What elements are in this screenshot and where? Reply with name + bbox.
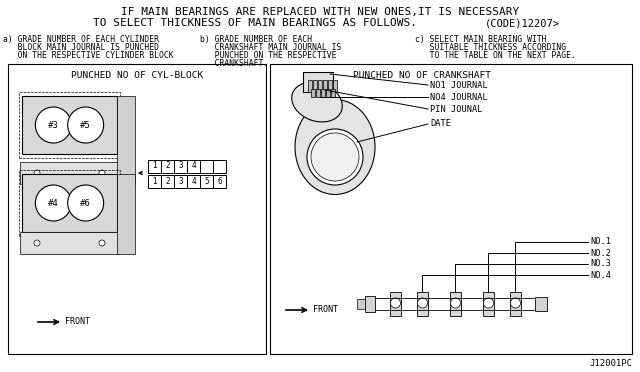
- Text: 1: 1: [152, 161, 157, 170]
- Bar: [19, 92, 120, 158]
- Bar: [174, 160, 187, 173]
- Bar: [313, 80, 317, 92]
- Text: 6: 6: [217, 176, 222, 186]
- Text: 5: 5: [204, 176, 209, 186]
- Bar: [161, 160, 174, 173]
- Bar: [357, 299, 365, 309]
- Circle shape: [35, 107, 71, 143]
- Bar: [311, 89, 315, 97]
- Ellipse shape: [295, 99, 375, 195]
- Text: J12001PC: J12001PC: [589, 359, 632, 368]
- Bar: [187, 160, 200, 173]
- Text: FRONT: FRONT: [313, 305, 338, 314]
- Text: a) GRADE NUMBER OF EACH CYLINDER: a) GRADE NUMBER OF EACH CYLINDER: [3, 35, 159, 44]
- Bar: [19, 170, 120, 236]
- Bar: [161, 174, 174, 187]
- Circle shape: [390, 298, 401, 308]
- Bar: [8, 64, 266, 354]
- Circle shape: [451, 298, 461, 308]
- Circle shape: [68, 107, 104, 143]
- Bar: [20, 232, 119, 254]
- Bar: [417, 292, 428, 316]
- Text: NO1 JOURNAL: NO1 JOURNAL: [430, 80, 488, 90]
- Bar: [200, 160, 213, 173]
- Text: 1: 1: [152, 176, 157, 186]
- Bar: [213, 174, 226, 187]
- Text: CRANKSHAFT.: CRANKSHAFT.: [200, 59, 268, 68]
- Text: TO THE TABLE ON THE NEXT PAGE.: TO THE TABLE ON THE NEXT PAGE.: [415, 51, 576, 60]
- Bar: [326, 89, 330, 97]
- Text: PUNCHED ON THE RESPECTIVE: PUNCHED ON THE RESPECTIVE: [200, 51, 337, 60]
- Text: 3: 3: [178, 161, 183, 170]
- Circle shape: [417, 298, 428, 308]
- Bar: [365, 296, 375, 312]
- Text: #6: #6: [80, 199, 91, 208]
- Text: 4: 4: [191, 161, 196, 170]
- Text: BLOCK MAIN JOURNAL IS PUNCHED: BLOCK MAIN JOURNAL IS PUNCHED: [3, 43, 159, 52]
- Text: 2: 2: [165, 176, 170, 186]
- Text: c) SELECT MAIN BEARING WITH: c) SELECT MAIN BEARING WITH: [415, 35, 547, 44]
- Text: NO.4: NO.4: [590, 270, 611, 279]
- Circle shape: [483, 298, 493, 308]
- Bar: [22, 96, 117, 154]
- Text: DATE: DATE: [430, 119, 451, 128]
- Bar: [316, 89, 320, 97]
- Circle shape: [68, 185, 104, 221]
- Text: SUITABLE THICKNESS ACCORDING: SUITABLE THICKNESS ACCORDING: [415, 43, 566, 52]
- Text: NO.1: NO.1: [590, 237, 611, 247]
- Text: 2: 2: [165, 161, 170, 170]
- Bar: [328, 80, 332, 92]
- Bar: [303, 72, 333, 92]
- Bar: [148, 160, 161, 173]
- Text: IF MAIN BEARINGS ARE REPLACED WITH NEW ONES,IT IS NECESSARY: IF MAIN BEARINGS ARE REPLACED WITH NEW O…: [121, 7, 519, 17]
- Bar: [174, 174, 187, 187]
- Bar: [148, 174, 161, 187]
- Text: PUNCHED NO OF CYL-BLOCK: PUNCHED NO OF CYL-BLOCK: [71, 71, 203, 80]
- Bar: [321, 89, 325, 97]
- Circle shape: [307, 129, 363, 185]
- Bar: [200, 174, 213, 187]
- Bar: [187, 174, 200, 187]
- Text: NO4 JOURNAL: NO4 JOURNAL: [430, 93, 488, 102]
- Ellipse shape: [292, 82, 342, 122]
- Bar: [331, 89, 335, 97]
- Bar: [213, 160, 226, 173]
- Text: NO.3: NO.3: [590, 260, 611, 269]
- Circle shape: [99, 170, 105, 176]
- Text: ON THE RESPECTIVE CYLINDER BLOCK: ON THE RESPECTIVE CYLINDER BLOCK: [3, 51, 173, 60]
- Circle shape: [99, 240, 105, 246]
- Circle shape: [34, 170, 40, 176]
- Bar: [270, 64, 632, 354]
- Text: #4: #4: [48, 199, 59, 208]
- Bar: [117, 174, 135, 254]
- Bar: [22, 174, 117, 232]
- Bar: [483, 292, 494, 316]
- Circle shape: [511, 298, 520, 308]
- Text: PIN JOUNAL: PIN JOUNAL: [430, 105, 483, 113]
- Bar: [333, 80, 337, 92]
- Text: b) GRADE NUMBER OF EACH: b) GRADE NUMBER OF EACH: [200, 35, 312, 44]
- Bar: [308, 80, 312, 92]
- Text: #5: #5: [80, 121, 91, 129]
- Circle shape: [35, 185, 71, 221]
- Text: NO.2: NO.2: [590, 248, 611, 257]
- Text: TO SELECT THICKNESS OF MAIN BEARINGS AS FOLLOWS.: TO SELECT THICKNESS OF MAIN BEARINGS AS …: [93, 18, 417, 28]
- Text: #3: #3: [48, 121, 59, 129]
- Bar: [318, 80, 322, 92]
- Circle shape: [311, 133, 359, 181]
- Text: 4: 4: [191, 176, 196, 186]
- Bar: [510, 292, 521, 316]
- Text: (CODE)12207>: (CODE)12207>: [484, 18, 559, 28]
- Bar: [117, 96, 135, 184]
- Text: PUNCHED NO OF CRANKSHAFT: PUNCHED NO OF CRANKSHAFT: [353, 71, 491, 80]
- Bar: [535, 297, 547, 311]
- Text: 3: 3: [178, 176, 183, 186]
- Text: CRANKSHAFT MAIN JOURNAL IS: CRANKSHAFT MAIN JOURNAL IS: [200, 43, 341, 52]
- Bar: [390, 292, 401, 316]
- Text: FRONT: FRONT: [65, 317, 90, 327]
- Bar: [20, 162, 119, 184]
- Bar: [450, 292, 461, 316]
- Circle shape: [34, 240, 40, 246]
- Bar: [323, 80, 327, 92]
